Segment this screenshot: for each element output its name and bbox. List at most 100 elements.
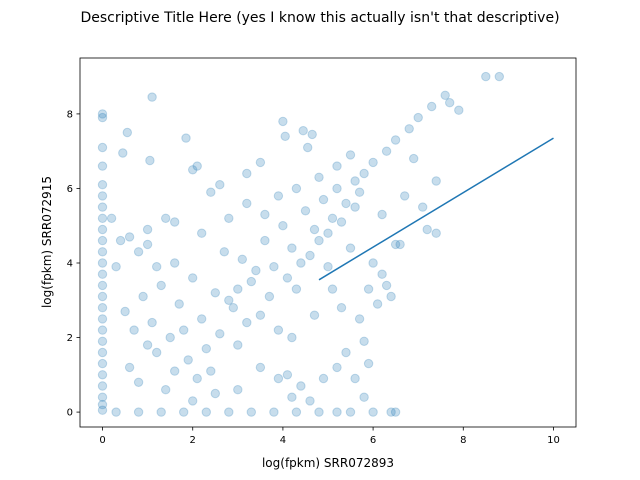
y-tick-label: 0: [67, 408, 73, 419]
scatter-point: [192, 373, 202, 384]
scatter-point: [363, 284, 374, 294]
scatter-point: [327, 284, 338, 294]
scatter-point: [303, 142, 313, 153]
scatter-point: [170, 217, 180, 227]
scatter-point: [197, 314, 207, 324]
scatter-point: [188, 165, 198, 175]
scatter-point: [287, 332, 297, 343]
scatter-point: [122, 127, 133, 138]
scatter-point: [395, 239, 405, 250]
scatter-point: [115, 235, 126, 246]
x-tick-label: 8: [460, 435, 466, 446]
scatter-point: [440, 90, 450, 101]
scatter-point: [282, 370, 293, 380]
scatter-point: [179, 325, 189, 335]
y-tick-label: 2: [67, 333, 73, 344]
scatter-point: [332, 183, 342, 194]
scatter-point: [309, 310, 320, 320]
scatter-point: [97, 325, 108, 335]
scatter-point: [296, 258, 306, 268]
scatter-point: [494, 71, 504, 82]
scatter-point: [133, 247, 144, 257]
scatter-point: [233, 340, 243, 350]
fit-line-layer: [318, 137, 554, 281]
scatter-point: [97, 291, 108, 302]
scatter-point: [287, 392, 297, 402]
scatter-point: [377, 209, 387, 220]
scatter-point: [170, 258, 180, 268]
scatter-point: [106, 213, 117, 224]
scatter-point: [409, 153, 419, 164]
scatter-point: [291, 284, 302, 294]
scatter-point: [188, 396, 198, 406]
scatter-point: [298, 126, 308, 136]
scatter-point: [152, 347, 162, 358]
y-tick-label: 4: [67, 259, 73, 270]
scatter-point: [145, 155, 155, 166]
scatter-point: [97, 280, 108, 291]
scatter-point: [481, 71, 491, 82]
scatter-point: [418, 202, 428, 212]
scatter-point: [431, 228, 441, 238]
scatter-point: [133, 377, 144, 387]
scatter-point: [142, 340, 153, 350]
scatter-point: [97, 405, 108, 415]
scatter-point: [354, 187, 365, 197]
scatter-point: [327, 213, 338, 224]
scatter-point: [206, 366, 216, 376]
scatter-point: [318, 194, 329, 205]
scatter-point: [282, 273, 293, 283]
scatter-point: [124, 362, 135, 373]
scatter-point: [228, 303, 239, 313]
scatter-point: [269, 407, 279, 417]
scatter-point: [381, 146, 392, 156]
scatter-point: [345, 407, 356, 417]
x-tick-label: 4: [280, 435, 286, 446]
scatter-point: [97, 358, 108, 369]
scatter-point: [273, 191, 284, 201]
scatter-point: [314, 172, 324, 183]
scatter-point: [165, 332, 175, 343]
scatter-point: [314, 235, 324, 246]
scatter-point: [147, 92, 157, 102]
scatter-point: [97, 161, 108, 171]
scatter-point: [97, 381, 108, 391]
scatter-point: [97, 247, 108, 257]
scatter-point: [97, 303, 108, 313]
scatter-point: [152, 262, 162, 272]
scatter-point: [318, 373, 329, 384]
scatter-point: [97, 112, 108, 123]
scatter-point: [161, 213, 171, 224]
scatter-point: [359, 392, 369, 402]
scatter-point: [372, 299, 383, 309]
scatter-point: [359, 336, 369, 346]
fit-line: [318, 137, 554, 281]
scatter-point: [278, 116, 288, 127]
scatter-point: [97, 202, 108, 212]
scatter-point: [120, 306, 130, 317]
scatter-point: [142, 239, 153, 250]
scatter-point: [161, 385, 171, 395]
x-tick-label: 0: [99, 435, 105, 446]
scatter-point: [170, 366, 180, 376]
scatter-point: [454, 105, 464, 115]
scatter-point: [124, 232, 135, 242]
scatter-point: [138, 291, 148, 302]
scatter-point: [111, 262, 121, 272]
scatter-point: [242, 168, 252, 179]
scatter-point: [255, 157, 266, 168]
scatter-point: [181, 133, 191, 143]
x-axis-label: log(fpkm) SRR072893: [262, 456, 394, 470]
scatter-point: [97, 347, 108, 358]
scatter-point: [390, 135, 401, 145]
scatter-point: [147, 317, 157, 328]
scatter-point: [427, 101, 437, 112]
scatter-point: [183, 355, 193, 365]
scatter-point: [97, 370, 108, 380]
scatter-point: [210, 388, 221, 399]
scatter-point: [97, 258, 108, 268]
scatter-point: [368, 157, 378, 168]
scatter-point: [260, 235, 270, 246]
scatter-point: [350, 373, 360, 384]
